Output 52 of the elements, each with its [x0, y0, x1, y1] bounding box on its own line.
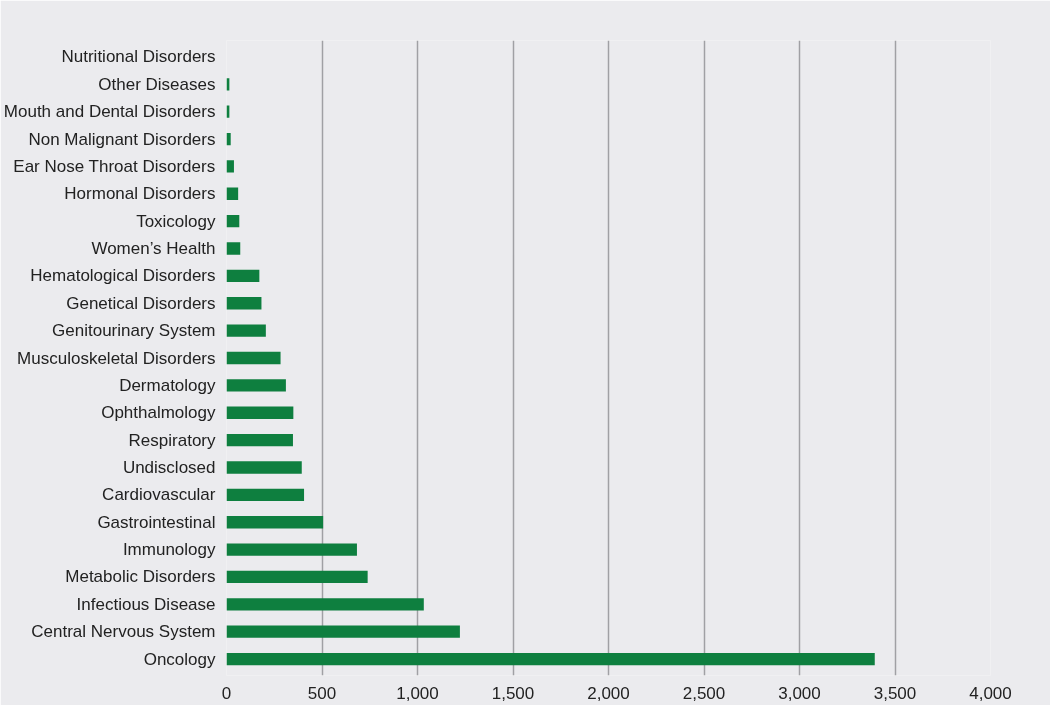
bar [226, 543, 357, 556]
bar [226, 160, 234, 173]
bar [226, 488, 305, 502]
bar [226, 242, 241, 255]
y-tick-label: Dermatology [119, 375, 216, 395]
x-tick-label: 3,000 [778, 683, 821, 703]
y-tick-label: Non Malignant Disorders [28, 129, 216, 149]
bar [226, 516, 324, 529]
y-tick-label: Nutritional Disorders [61, 47, 216, 67]
x-tick-label: 1,500 [491, 683, 535, 703]
y-tick-label: Genitourinary System [52, 321, 216, 341]
bar [226, 570, 368, 584]
x-tick-label: 2,500 [682, 683, 726, 703]
y-tick-label: Ophthalmology [101, 403, 216, 423]
y-tick-label: Hormonal Disorders [64, 184, 216, 204]
bar [226, 652, 875, 666]
x-tick-label: 2,000 [587, 683, 630, 703]
bar [226, 187, 239, 200]
y-tick-label: Cardiovascular [102, 485, 216, 505]
bar [226, 297, 262, 310]
y-tick-label: Ear Nose Throat Disorders [13, 156, 216, 176]
y-tick-label: Metabolic Disorders [65, 567, 216, 587]
y-tick-label: Genetical Disorders [66, 293, 216, 313]
bar [226, 379, 286, 392]
x-tick-label: 3,500 [873, 683, 917, 703]
y-tick-label: Respiratory [128, 430, 216, 450]
x-tick-label: 1,000 [396, 683, 439, 703]
y-tick-label: Mouth and Dental Disorders [3, 102, 216, 122]
bar [226, 406, 294, 419]
y-tick-label: Immunology [122, 540, 216, 560]
bar [226, 598, 424, 611]
x-tick-label: 500 [307, 683, 337, 703]
bar [226, 461, 302, 474]
y-tick-label: Central Nervous System [31, 622, 216, 642]
y-tick-label: Women’s Health [91, 239, 216, 259]
bar [226, 324, 266, 337]
bar [226, 214, 240, 228]
bar [226, 132, 231, 146]
x-tick-label: 4,000 [969, 683, 1012, 703]
y-tick-label: Toxicology [136, 211, 216, 231]
bar [226, 269, 260, 283]
y-tick-label: Hematological Disorders [30, 266, 216, 286]
y-tick-label: Oncology [143, 649, 216, 669]
bar [226, 351, 281, 365]
y-tick-label: Infectious Disease [76, 594, 216, 614]
x-tick-label: 0 [221, 683, 232, 703]
y-tick-label: Gastrointestinal [97, 512, 216, 532]
y-tick-label: Other Diseases [98, 74, 216, 94]
bar [226, 433, 293, 447]
bar [226, 625, 460, 638]
y-tick-label: Musculoskeletal Disorders [17, 348, 216, 368]
y-tick-label: Undisclosed [122, 457, 216, 477]
